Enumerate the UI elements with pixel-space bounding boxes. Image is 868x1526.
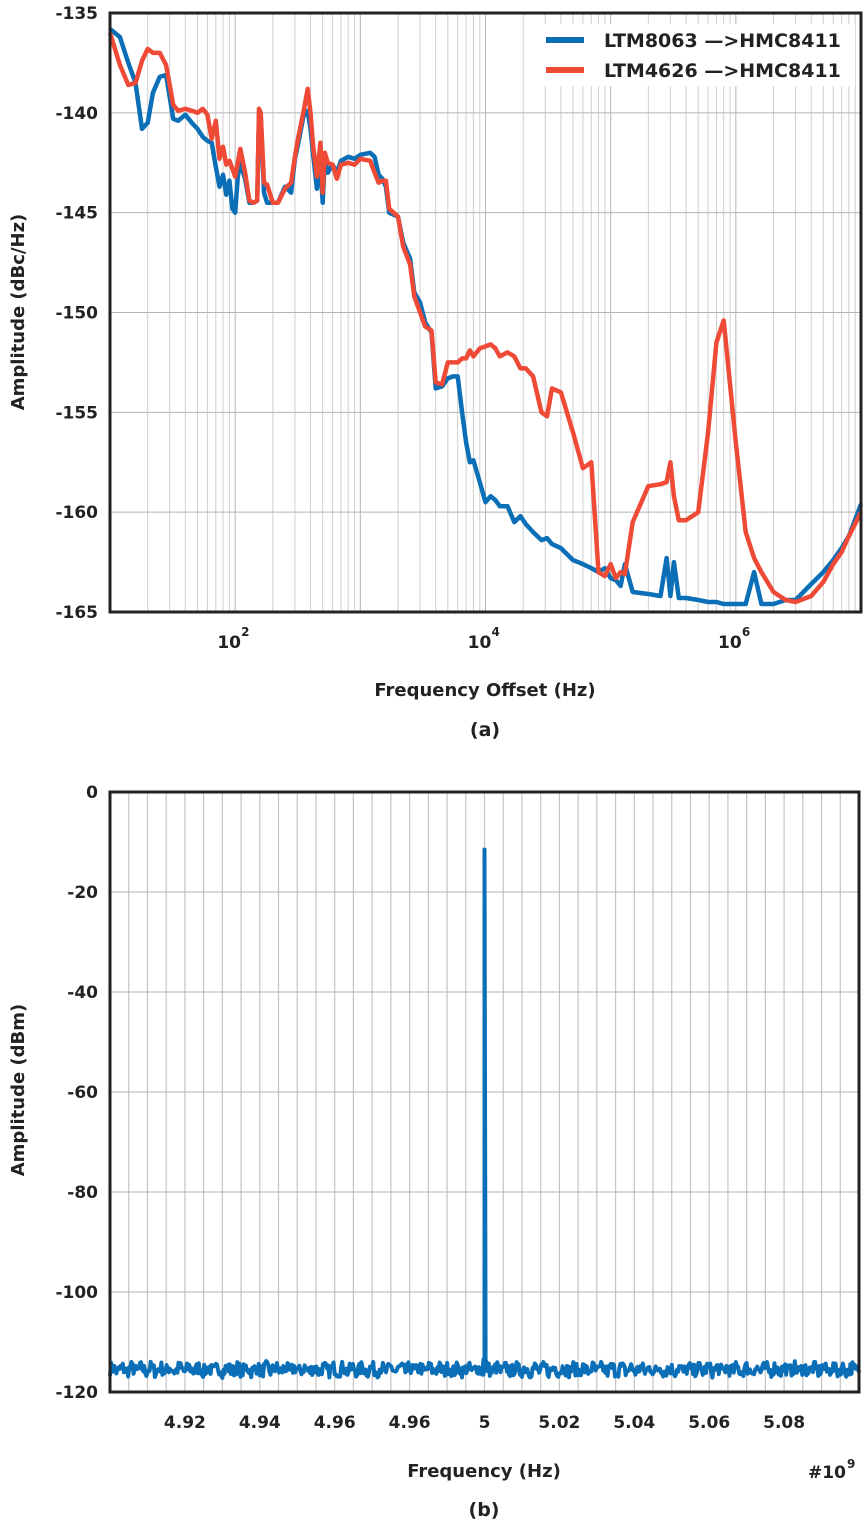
x-tick-exponent-a: 6 [742, 625, 750, 639]
x-tick-label-a: 10 [468, 633, 492, 653]
caption-b: (b) [469, 1499, 500, 1521]
y-tick-label-b: 0 [86, 783, 98, 803]
y-ticks-a: -135 -140 -145 -150 -155 -160 -165 [55, 4, 98, 623]
x-tick-label-b: 4.92 [164, 1413, 206, 1433]
x-axis-label-a: Frequency Offset (Hz) [374, 680, 595, 701]
y-tick-label-a: -160 [55, 503, 98, 523]
legend-label-ltm8063: LTM8063 —>HMC8411 [604, 30, 841, 52]
y-tick-label-a: -145 [55, 204, 98, 224]
grid-a [110, 13, 861, 612]
x-tick-label-a: 10 [217, 633, 241, 653]
x-tick-label-b: 5.04 [613, 1413, 655, 1433]
caption-a: (a) [470, 719, 500, 741]
y-tick-label-b: -40 [67, 983, 98, 1003]
series-b [108, 847, 861, 1380]
y-tick-label-a: -135 [55, 4, 98, 24]
plot-frame-a [108, 11, 863, 614]
x-ticks-b: 4.92 4.94 4.96 4.96 5 5.02 5.04 5.06 5.08 [164, 1413, 805, 1433]
y-tick-label-a: -165 [55, 603, 98, 623]
x-tick-label-b: 5 [479, 1413, 491, 1433]
legend-box [535, 24, 855, 86]
plot-frame-b [108, 790, 861, 1394]
x-tick-label-b: 5.06 [688, 1413, 730, 1433]
x-tick-label-b: 5.08 [763, 1413, 805, 1433]
x-tick-exponent-a: 2 [241, 625, 249, 639]
x-tick-label-a: 10 [718, 633, 742, 653]
y-tick-label-b: -60 [67, 1083, 98, 1103]
x-multiplier-label: #10 [808, 1463, 846, 1483]
legend-a: LTM8063 —>HMC8411 LTM4626 —>HMC8411 [535, 24, 855, 86]
x-tick-label-b: 4.96 [314, 1413, 356, 1433]
chart-b: 0 -20 -40 -60 -80 -100 -120 4.92 4.94 4.96 4.96 5 5… [8, 783, 861, 1521]
y-tick-label-b: -120 [55, 1383, 98, 1403]
x-multiplier-exponent: 9 [847, 1457, 855, 1471]
y-axis-label-a: Amplitude (dBc/Hz) [8, 214, 29, 411]
x-tick-label-b: 5.02 [538, 1413, 580, 1433]
series-line-b [108, 847, 861, 1380]
x-tick-label-b: 4.96 [389, 1413, 431, 1433]
legend-label-ltm4626: LTM4626 —>HMC8411 [604, 60, 841, 82]
series-a [107, 27, 864, 607]
x-axis-label-b: Frequency (Hz) [407, 1461, 561, 1482]
y-tick-label-a: -140 [55, 104, 98, 124]
x-tick-label-b: 4.94 [239, 1413, 281, 1433]
y-tick-label-b: -100 [55, 1283, 98, 1303]
y-tick-label-b: -80 [67, 1183, 98, 1203]
grid-b [110, 792, 859, 1392]
y-tick-label-a: -155 [55, 403, 98, 423]
y-axis-label-b: Amplitude (dBm) [8, 1004, 29, 1177]
y-ticks-b: 0 -20 -40 -60 -80 -100 -120 [55, 783, 98, 1403]
y-tick-label-b: -20 [67, 883, 98, 903]
series-line-1 [107, 32, 864, 605]
y-tick-label-a: -150 [55, 304, 98, 324]
x-tick-exponent-a: 4 [492, 625, 500, 639]
